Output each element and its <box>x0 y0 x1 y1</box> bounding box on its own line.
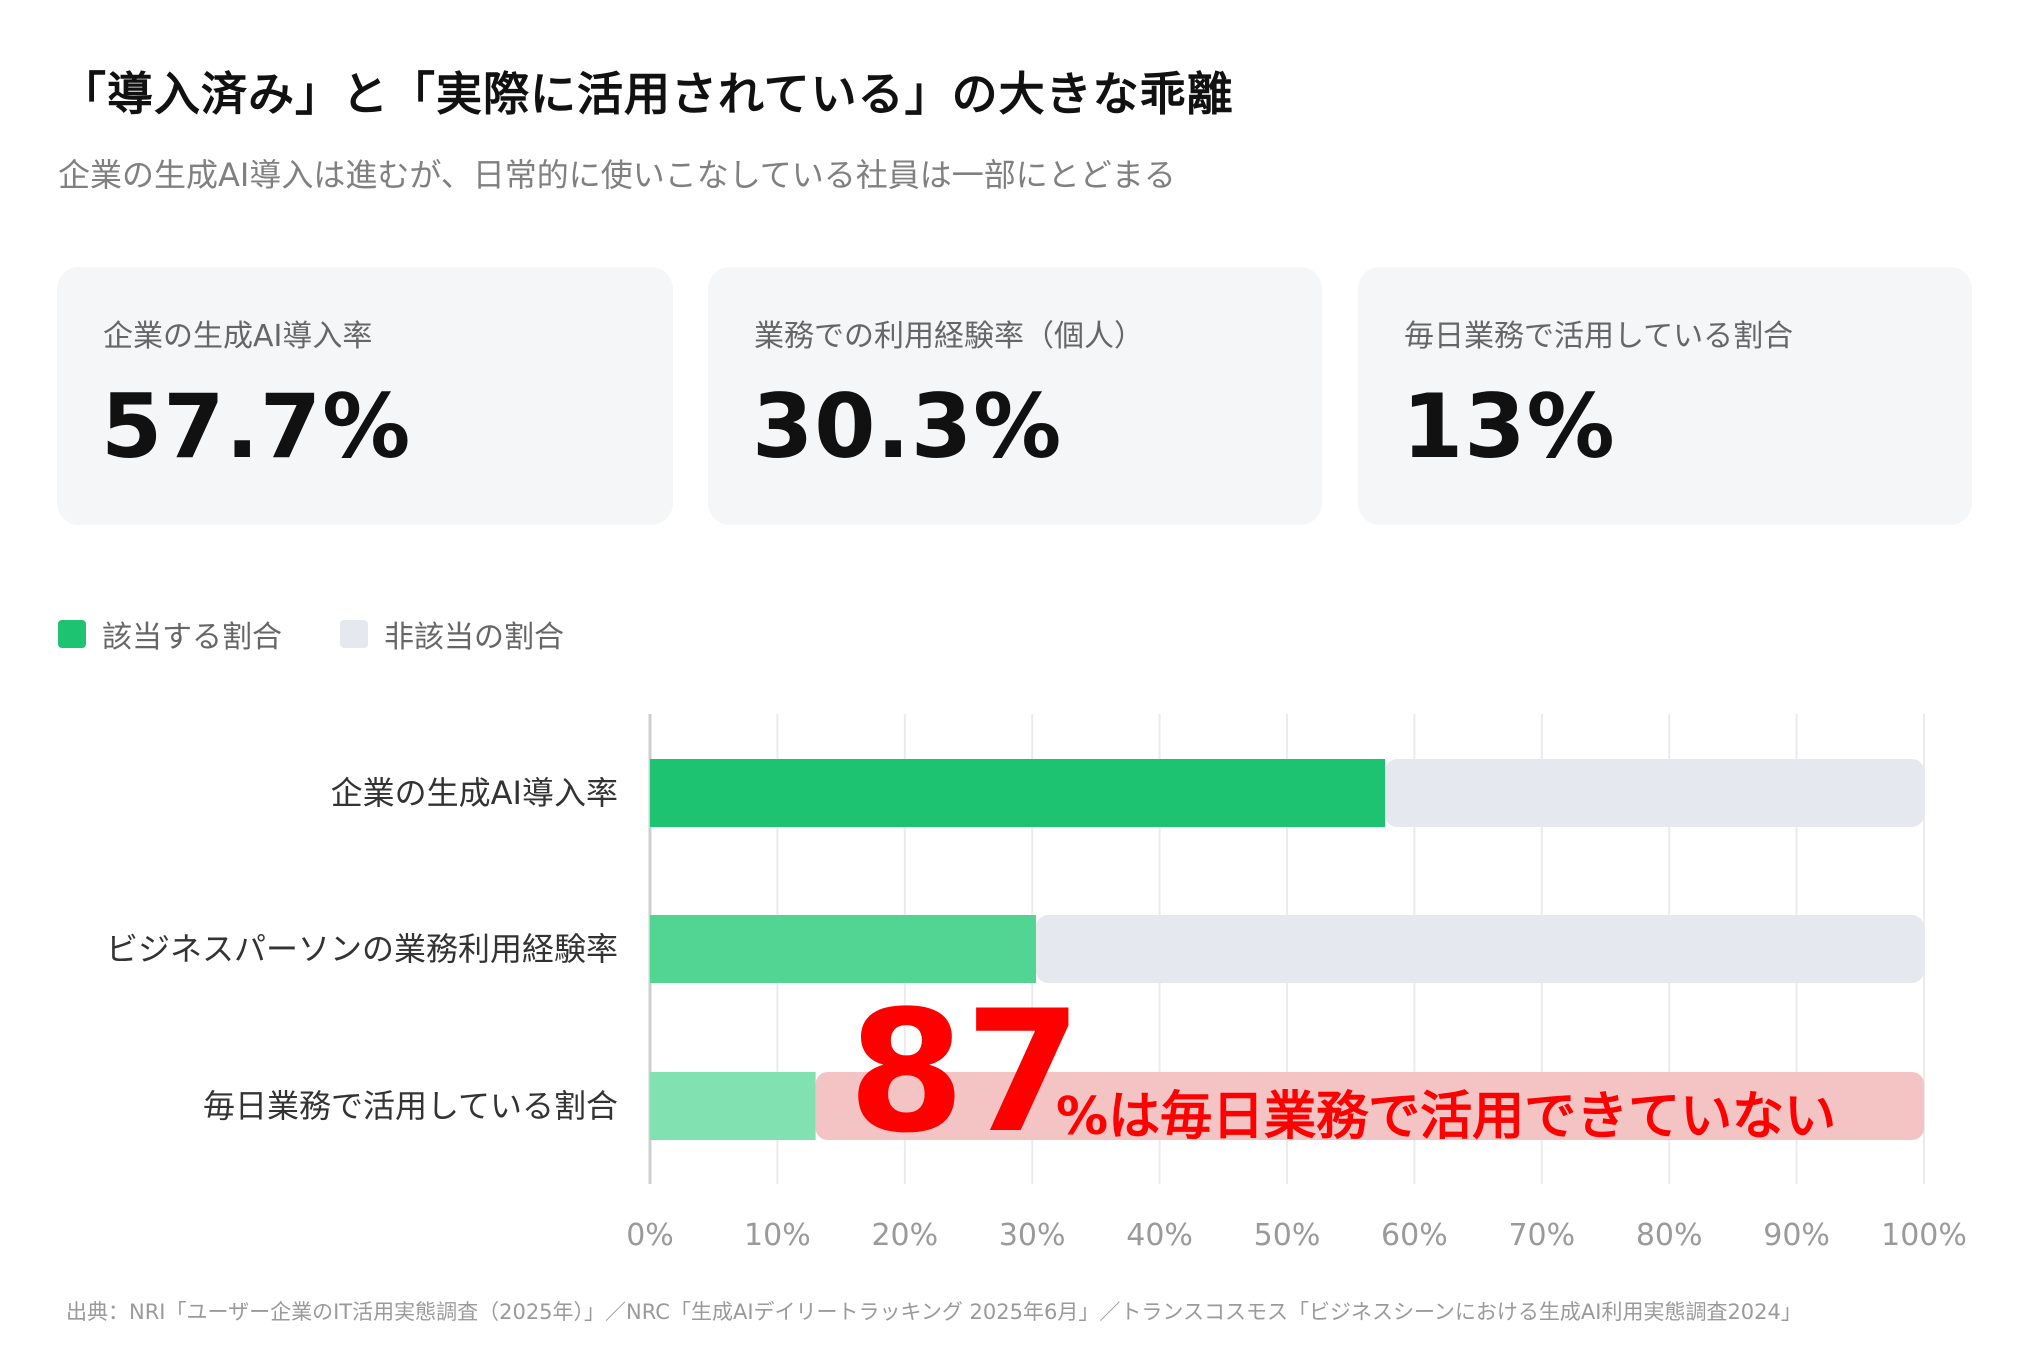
stat-label: 毎日業務で活用している割合 <box>1404 319 1794 354</box>
stat-value: 30.3% <box>752 375 1063 478</box>
page-title: 「導入済み」と「実際に活用されている」の大きな乖離 <box>60 67 1234 121</box>
x-tick-label: 0% <box>626 1218 674 1253</box>
stat-value: 13% <box>1402 375 1616 478</box>
annotation-number: 87 <box>848 974 1082 1170</box>
category-label: 企業の生成AI導入率 <box>331 774 618 812</box>
bar-applicable <box>650 759 1386 827</box>
stat-value: 57.7% <box>101 375 412 478</box>
page-subtitle: 企業の生成AI導入は進むが、日常的に使いこなしている社員は一部にとどまる <box>58 156 1176 194</box>
stat-card-daily-usage: 毎日業務で活用している割合 13% <box>1358 267 1972 525</box>
bar-not-applicable <box>1036 915 1924 983</box>
stat-card-adoption: 企業の生成AI導入率 57.7% <box>57 267 673 525</box>
legend-swatch <box>340 620 368 648</box>
x-tick-label: 60% <box>1381 1218 1448 1253</box>
legend-item-applicable: 該当する割合 <box>58 612 282 656</box>
x-tick-label: 20% <box>871 1218 938 1253</box>
x-tick-label: 50% <box>1254 1218 1321 1253</box>
source-note: 出典：NRI「ユーザー企業のIT活用実態調査（2025年）」／NRC「生成AIデ… <box>66 1300 1802 1324</box>
stat-label: 業務での利用経験率（個人） <box>754 319 1144 354</box>
legend-swatch <box>58 620 86 648</box>
x-tick-label: 30% <box>999 1218 1066 1253</box>
legend-label: 非該当の割合 <box>384 620 564 655</box>
x-tick-label: 70% <box>1508 1218 1575 1253</box>
bar-applicable <box>650 915 1037 983</box>
category-label: ビジネスパーソンの業務利用経験率 <box>106 930 618 968</box>
x-tick-label: 90% <box>1763 1218 1830 1253</box>
bar-applicable <box>650 1072 816 1140</box>
x-tick-label: 40% <box>1126 1218 1193 1253</box>
bar-not-applicable <box>1385 759 1924 827</box>
bar-not-applicable <box>815 1072 1924 1140</box>
category-label: 毎日業務で活用している割合 <box>203 1087 618 1125</box>
legend-item-not-applicable: 非該当の割合 <box>340 612 564 656</box>
x-tick-label: 80% <box>1636 1218 1703 1253</box>
legend-label: 該当する割合 <box>102 620 282 655</box>
stat-label: 企業の生成AI導入率 <box>103 319 373 354</box>
x-tick-label: 10% <box>744 1218 811 1253</box>
annotation-text: %は毎日業務で活用できていない <box>1056 1087 1836 1147</box>
stat-card-usage-experience: 業務での利用経験率（個人） 30.3% <box>708 267 1322 525</box>
chart-legend: 該当する割合 非該当の割合 <box>58 612 622 656</box>
x-tick-label: 100% <box>1881 1218 1967 1253</box>
